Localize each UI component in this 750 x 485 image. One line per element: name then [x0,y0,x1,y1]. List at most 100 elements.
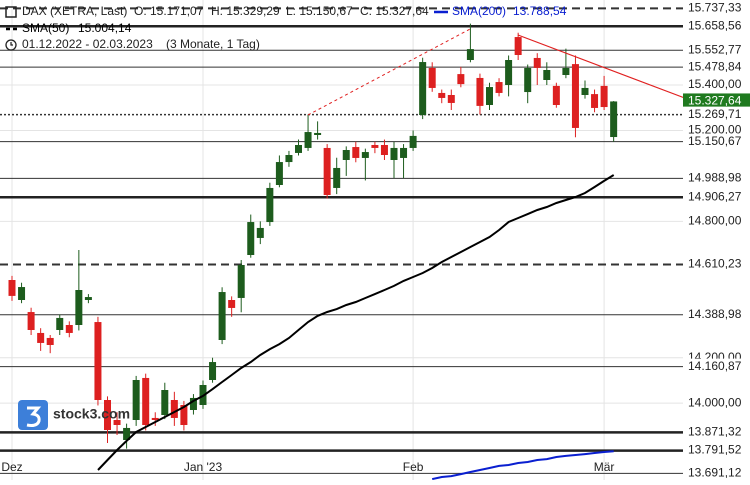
candle-body [514,37,522,55]
candle-body [161,390,169,415]
candle-body [189,397,197,410]
candle-body [256,227,264,238]
candle-body [132,380,140,420]
clock-icon [5,39,17,51]
level-label-box [683,306,750,323]
level-label: 15.552,77 [688,42,742,56]
level-label-box [683,0,750,17]
candle-body [524,67,532,93]
candle-body [428,67,436,88]
trend-line [517,34,691,101]
candle-body [610,101,618,138]
level-label: 15.478,84 [688,59,742,73]
legend-value: 13.788,54 [513,4,567,18]
level-label-box [683,93,750,110]
x-tick-label: Feb [403,460,424,474]
level-label-box [683,358,750,375]
legend-value: 15.004,14 [78,21,132,35]
candle-body [409,135,417,148]
level-label: 14.160,87 [688,359,742,373]
candle-body [27,312,35,330]
level-label-box [683,465,750,482]
logo-text: stock3.com [53,406,130,422]
candle-body [104,400,111,430]
candle-body [237,265,245,298]
level-label-box [683,59,750,76]
candle-body [8,280,16,296]
level-label: 13.691,12 [688,466,742,480]
candle-body [247,222,255,255]
level-label: 13.791,52 [688,443,742,457]
sma-line [97,174,615,471]
candle-body [75,290,83,325]
candle-body [37,332,45,343]
candle-body [180,405,188,425]
level-label: 15.150,67 [688,134,742,148]
symbol-icon [5,6,17,18]
candle-body [266,187,274,223]
x-tick-label: Mär [594,460,615,474]
level-label-box [683,442,750,459]
ohlc-open: O: 15.171,07 [134,4,204,18]
level-label: 14.610,23 [688,257,742,271]
candle-body [438,92,446,98]
candle-body [352,147,360,158]
candle-body [218,292,226,340]
candle-body [457,74,465,85]
level-label: 15.269,71 [688,107,742,121]
level-label-box [683,42,750,59]
candle-body [400,147,408,158]
ohlc-close: C: 15.327,64 [360,4,429,18]
candle-body [419,62,427,115]
header: DAX (XETRA, Last) O: 15.171,07 H: 15.329… [5,4,567,51]
level-label: 13.871,32 [688,425,742,439]
legend-entry: SMA(50) [22,21,69,35]
candle-body [94,322,102,400]
candle-body [600,85,608,108]
logo-glyph [26,406,42,427]
level-label: 15.737,33 [688,1,742,15]
candle-body [361,152,369,158]
candle-body [314,132,322,135]
candle-body [533,57,541,68]
candle-body [209,362,217,380]
candle-body [505,60,513,85]
level-label-box [683,256,750,273]
level-label: 14.906,27 [688,189,742,203]
level-label-box [683,133,750,150]
candle-body [170,400,178,418]
candle-body [466,49,474,60]
level-label-box [683,424,750,441]
candle-body [476,77,484,106]
level-label: 15.658,56 [688,18,742,32]
candle-body [581,87,589,95]
clock-icon [10,42,13,46]
candle-body [380,145,388,155]
candle-body [295,145,302,153]
candle-body [371,145,379,148]
y-tick-label: 14.000,00 [688,395,742,409]
level-label: 14.988,98 [688,171,742,185]
candle-body [562,67,570,75]
candle-body [552,85,560,105]
candle-body [342,150,350,160]
candle-body [84,297,92,300]
y-tick-label: 15.400,00 [688,77,742,91]
candle-body [333,167,341,188]
candle-body [46,337,54,345]
candle-body [486,87,493,105]
ohlc-low: L: 15.150,67 [286,4,353,18]
y-tick-label: 14.800,00 [688,214,742,228]
candle-body [65,325,73,333]
candle-body [390,147,398,160]
candle-body [275,162,283,185]
level-label-box [683,189,750,206]
level-label-box [683,18,750,35]
candle-body [543,70,551,80]
candle-body [113,420,121,425]
plot [8,23,618,481]
candle-body [304,132,312,148]
logo: stock3.com [18,400,130,430]
sma-line [431,450,614,481]
